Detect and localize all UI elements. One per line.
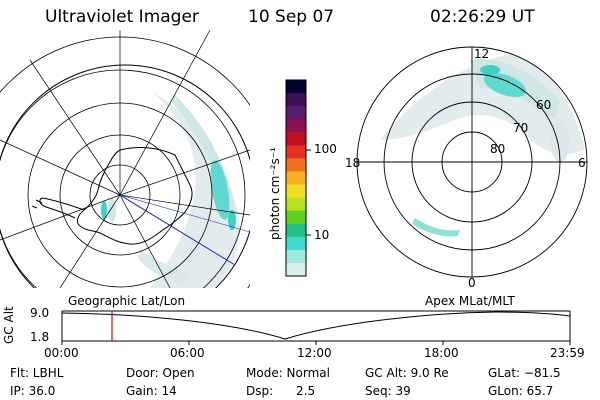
right-aurora-field [380, 52, 585, 237]
altitude-x-tick-0000: 00:00 [44, 346, 79, 360]
time-label: 02:26:29 UT [430, 7, 535, 27]
colorbar-segment [286, 236, 306, 251]
door-info: Door: Open [126, 366, 195, 380]
right-mlt-axes [357, 47, 587, 277]
filter-info: Flt: LBHL [10, 366, 64, 380]
glat-info: GLat: −81.5 [488, 366, 561, 380]
colorbar-frame [285, 79, 307, 277]
altitude-x-tick-1800: 18:00 [424, 346, 459, 360]
colorbar-segment [286, 93, 306, 107]
colorbar-segment [286, 223, 306, 238]
look-direction-line [119, 194, 236, 266]
right-map-title: Apex MLat/MLT [425, 294, 515, 308]
glon-info: GLon: 65.7 [488, 384, 554, 398]
colorbar-segment [286, 158, 306, 172]
dsp-label: Dsp: [246, 384, 274, 398]
seq-info: Seq: 39 [365, 384, 411, 398]
mlat-label-60: 60 [536, 98, 552, 112]
mlt-label-18: 18 [345, 156, 361, 170]
altitude-x-tick-1200: 12:00 [297, 346, 332, 360]
left-map-title: Geographic Lat/Lon [68, 294, 186, 308]
dsp-value: 2.5 [296, 384, 316, 398]
colorbar-segment [286, 119, 306, 133]
app-title: Ultraviolet Imager [45, 7, 199, 27]
colorbar-tick-10: 10 [314, 228, 330, 242]
colorbar-segment [286, 106, 306, 120]
colorbar-segment [286, 145, 306, 159]
left-lon-lines [0, 30, 250, 288]
altitude-x-ticks [61, 341, 571, 345]
altitude-y-tick-9: 9.0 [30, 306, 50, 320]
mlt-label-6: 6 [578, 156, 586, 170]
colorbar-segment [286, 80, 306, 94]
altitude-plot [61, 310, 571, 345]
left-map [0, 30, 250, 288]
mlat-label-80: 80 [490, 142, 506, 156]
ip-info: IP: 36.0 [10, 384, 56, 398]
colorbar-tick-100: 100 [314, 142, 337, 156]
mlt-label-12: 12 [474, 47, 490, 61]
right-map [356, 46, 588, 278]
date-label: 10 Sep 07 [248, 7, 335, 27]
colorbar-segment [286, 184, 306, 199]
altitude-x-tick-2359: 23:59 [550, 346, 585, 360]
altitude-x-tick-0600: 06:00 [170, 346, 205, 360]
left-aurora-field [101, 90, 240, 288]
colorbar-segment [286, 171, 306, 186]
colorbar-segment [286, 197, 306, 212]
colorbar-segment [286, 249, 306, 264]
mlt-label-0: 0 [468, 276, 476, 290]
altitude-axis-label: GC Alt [2, 306, 16, 344]
altitude-plot-frame [61, 310, 571, 342]
altitude-curve [61, 311, 571, 340]
colorbar-unit-label: photon cm⁻²s⁻¹ [268, 147, 282, 240]
peninsula [39, 197, 85, 219]
altitude-y-tick-1-8: 1.8 [30, 330, 50, 344]
coastline [76, 147, 193, 245]
gc-alt-info: GC Alt: 9.0 Re [365, 366, 449, 380]
colorbar [285, 79, 307, 277]
mlat-label-70: 70 [513, 121, 529, 135]
colorbar-segment [286, 132, 306, 146]
left-map-frame [0, 64, 250, 288]
mode-info: Mode: Normal [246, 366, 330, 380]
colorbar-segment [286, 210, 306, 225]
look-direction-line-2 [119, 194, 250, 233]
colorbar-segment [286, 262, 306, 277]
gain-info: Gain: 14 [126, 384, 177, 398]
